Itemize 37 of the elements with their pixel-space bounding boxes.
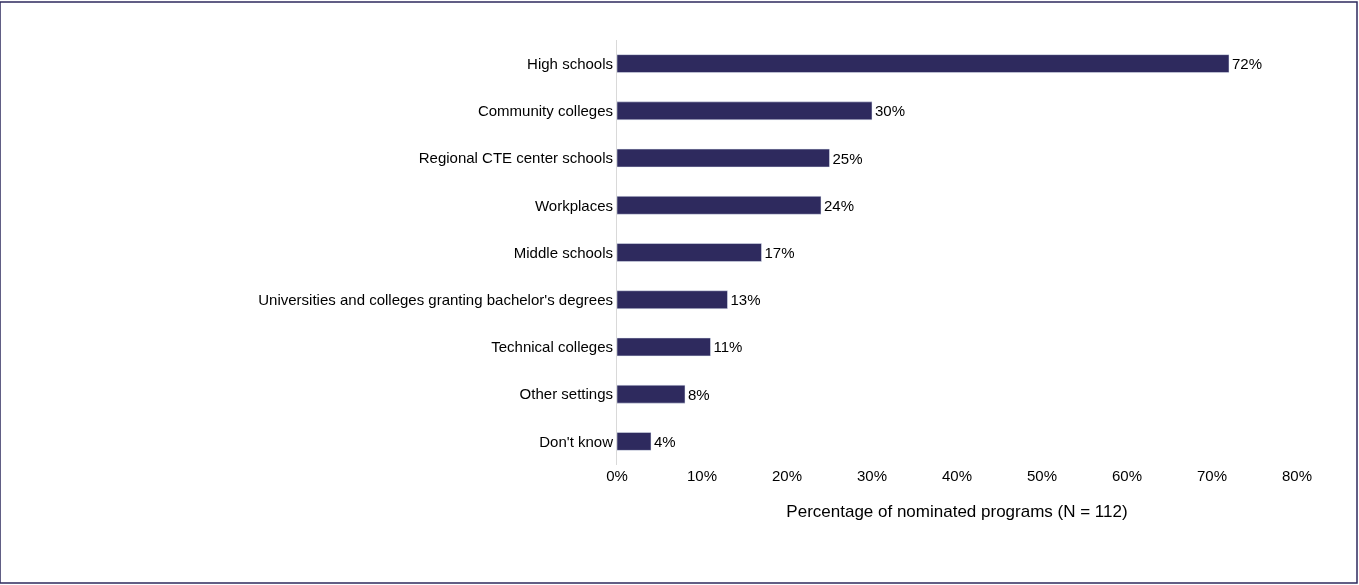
data-label: 4% [654,432,676,450]
x-tick-label: 60% [1111,467,1143,484]
y-tick-label: Middle schools [513,243,613,261]
y-tick-label: High schools [527,54,613,72]
y-tick-label: Other settings [519,385,613,403]
data-label: 13% [730,291,761,309]
bar [617,148,830,168]
data-label: 72% [1232,55,1263,73]
bar [617,290,728,309]
y-tick-label: Community colleges [477,102,613,120]
data-label: 25% [832,149,863,167]
bar [617,384,686,404]
x-tick-label: 30% [856,467,888,484]
y-tick-label: Universities and colleges granting bachelor's degrees [258,290,613,308]
x-tick-label: 10% [686,467,718,484]
x-tick-label: 40% [941,467,973,484]
bar [617,101,873,121]
data-label: 11% [713,338,743,356]
y-tick-label: Don't know [539,432,614,450]
bar [617,243,762,262]
bar [617,432,652,451]
x-tick-label: 20% [771,467,803,484]
x-axis-title: Percentage of nominated programs (N = 112) [786,502,1128,522]
bar [617,54,1230,73]
y-tick-label: Regional CTE center schools [418,149,613,167]
data-label: 30% [875,102,906,120]
bar [617,196,822,215]
y-tick-label: Workplaces [534,196,613,214]
x-tick-label: 0% [606,467,628,484]
x-tick-label: 50% [1026,467,1058,484]
y-tick-label: Technical colleges [491,338,613,356]
bar [617,337,711,357]
x-tick-label: 80% [1281,467,1313,484]
data-label: 17% [764,244,795,261]
data-label: 24% [824,196,855,214]
x-tick-label: 70% [1196,467,1228,484]
data-label: 8% [688,385,710,403]
